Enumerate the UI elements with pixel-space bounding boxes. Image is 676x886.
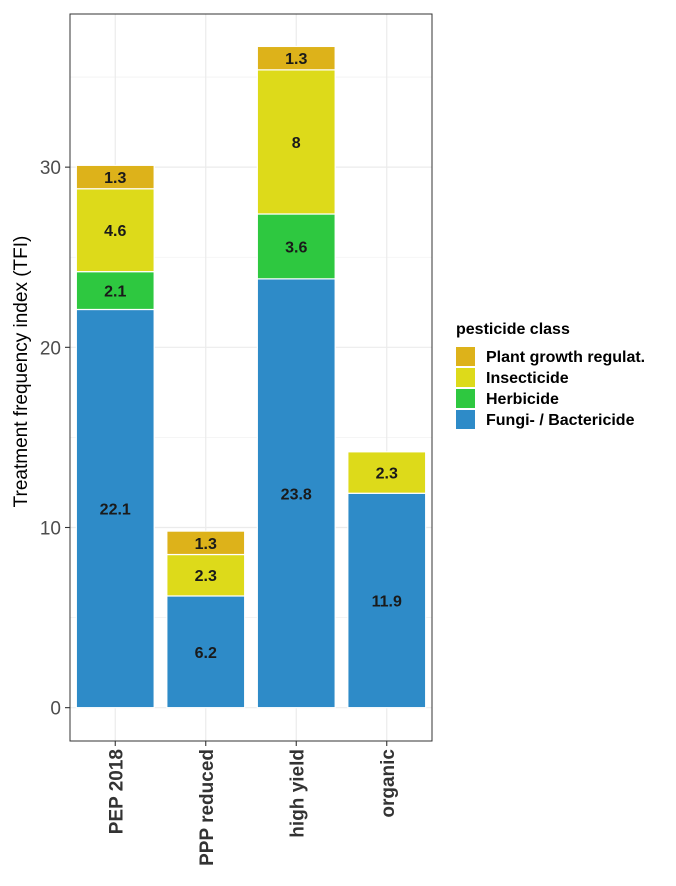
y-tick-label: 10 xyxy=(40,518,61,539)
legend-label: Fungi- / Bactericide xyxy=(486,412,635,429)
legend-label: Insecticide xyxy=(486,370,569,387)
bar-segment xyxy=(256,213,336,280)
bar-segment xyxy=(347,451,427,494)
x-tick-label: organic xyxy=(378,749,399,818)
data-label: 23.8 xyxy=(281,486,312,503)
y-tick-label: 30 xyxy=(40,158,61,179)
data-labels: 22.1 2.1 4.6 1.3 6.2 2.3 1.3 23.8 3.6 8 1.3 11.9 2.3 xyxy=(100,51,402,662)
legend-swatch xyxy=(456,389,475,408)
data-label: 8 xyxy=(292,135,301,152)
legend-swatch xyxy=(456,347,475,366)
y-tick-label: 20 xyxy=(40,338,61,359)
legend-title: pesticide class xyxy=(456,321,570,338)
bar-segment xyxy=(75,164,155,190)
data-label: 6.2 xyxy=(195,645,217,662)
data-label: 1.3 xyxy=(195,536,217,553)
data-label: 3.6 xyxy=(285,239,307,256)
plot-panel-border xyxy=(69,13,433,742)
bar-segment xyxy=(347,492,427,709)
bar-segment xyxy=(166,530,246,556)
bar-segment xyxy=(166,595,246,709)
x-tick-label: PPP reduced xyxy=(197,749,218,866)
y-axis-title: Treatment frequency index (TFI) xyxy=(11,236,32,508)
bar-segment xyxy=(256,45,336,71)
y-axis: 0 10 20 30 xyxy=(40,158,70,720)
bar-segment xyxy=(166,553,246,597)
bar-segment xyxy=(75,308,155,709)
data-label: 2.1 xyxy=(104,284,126,301)
data-label: 1.3 xyxy=(285,51,307,68)
data-label: 4.6 xyxy=(104,223,126,240)
data-label: 2.3 xyxy=(376,466,398,483)
legend-label: Plant growth regulat. xyxy=(486,349,645,366)
legend: pesticide class Plant growth regulat. Ins… xyxy=(456,321,645,429)
x-axis: PEP 2018 PPP reduced high yield organic xyxy=(106,741,399,866)
legend-swatch xyxy=(456,368,475,387)
legend-label: Herbicide xyxy=(486,391,559,408)
data-label: 11.9 xyxy=(372,593,402,610)
bars xyxy=(75,45,427,709)
data-label: 1.3 xyxy=(104,170,126,187)
y-tick-label: 0 xyxy=(50,699,61,720)
bar-segment xyxy=(256,69,336,215)
bar-segment xyxy=(256,278,336,709)
x-tick-label: high yield xyxy=(287,749,308,838)
data-label: 2.3 xyxy=(195,568,217,585)
legend-swatch xyxy=(456,410,475,429)
x-tick-label: PEP 2018 xyxy=(106,749,127,834)
data-label: 22.1 xyxy=(100,502,131,519)
